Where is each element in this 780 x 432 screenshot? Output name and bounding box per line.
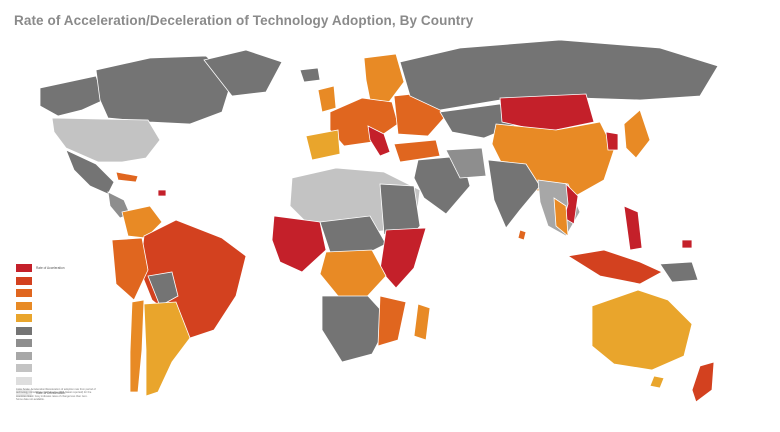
legend-item bbox=[16, 375, 76, 388]
region-japan bbox=[623, 109, 651, 159]
legend-label: Rate of Deceleration bbox=[36, 391, 66, 396]
legend-item bbox=[16, 287, 76, 300]
region-bolivia bbox=[147, 271, 179, 307]
region-mozambique bbox=[377, 295, 407, 347]
region-caribbean bbox=[157, 189, 167, 197]
region-philippines bbox=[623, 205, 643, 251]
legend-swatch bbox=[16, 376, 32, 385]
country-regions bbox=[39, 39, 719, 403]
region-argentina bbox=[143, 301, 191, 397]
region-turkey bbox=[393, 139, 441, 163]
region-iberia bbox=[305, 129, 341, 161]
region-mongolia bbox=[499, 93, 595, 133]
region-chile bbox=[129, 299, 145, 393]
footnote-lines: Color Scale: Acceleration/Deceleration o… bbox=[16, 388, 98, 402]
region-korea bbox=[605, 131, 619, 151]
region-madagascar bbox=[413, 303, 431, 341]
legend-items: Rate of Acceleration Rate of Deceleration bbox=[16, 262, 76, 400]
legend-swatch bbox=[16, 301, 32, 310]
region-alaska bbox=[39, 75, 105, 117]
region-tasmania bbox=[649, 375, 665, 389]
footnote-line: countries listed. Grey indicates rates o… bbox=[16, 394, 88, 398]
legend-item bbox=[16, 362, 76, 375]
region-russia bbox=[399, 39, 719, 111]
legend-swatch bbox=[16, 389, 32, 398]
region-colombia-venezuela bbox=[121, 205, 163, 239]
legend-swatch bbox=[16, 314, 32, 323]
region-western-europe bbox=[329, 97, 399, 147]
legend-item bbox=[16, 300, 76, 313]
legend-item bbox=[16, 312, 76, 325]
region-thailand bbox=[553, 197, 569, 237]
region-peru bbox=[111, 237, 149, 301]
legend-swatch bbox=[16, 289, 32, 298]
legend-swatch bbox=[16, 339, 32, 348]
legend-item bbox=[16, 337, 76, 350]
region-australia bbox=[591, 289, 693, 371]
region-uk bbox=[317, 85, 337, 113]
region-papua bbox=[659, 261, 699, 283]
color-legend: Rate of Acceleration Rate of Deceleration bbox=[16, 262, 76, 400]
region-cuba bbox=[115, 171, 139, 183]
region-southern-africa bbox=[321, 295, 391, 363]
legend-item: Rate of Acceleration bbox=[16, 262, 76, 275]
footnote: Color Scale: Acceleration/Deceleration o… bbox=[16, 388, 98, 402]
footnote-line: technology introduction (baseline) to 20… bbox=[16, 391, 92, 395]
legend-swatch bbox=[16, 364, 32, 373]
region-central-africa bbox=[319, 249, 387, 303]
legend-label: Rate of Acceleration bbox=[36, 266, 65, 271]
legend-swatch bbox=[16, 264, 32, 273]
map-title: Rate of Acceleration/Deceleration of Tec… bbox=[14, 13, 474, 28]
region-india bbox=[487, 159, 541, 229]
legend-item bbox=[16, 325, 76, 338]
legend-swatch bbox=[16, 276, 32, 285]
region-indonesia bbox=[566, 249, 663, 285]
legend-item bbox=[16, 350, 76, 363]
region-greenland bbox=[203, 49, 283, 97]
region-pacific-islands bbox=[681, 239, 693, 249]
legend-item bbox=[16, 275, 76, 288]
region-italy bbox=[367, 125, 391, 157]
footnote-line: Some data not available. bbox=[16, 398, 45, 402]
region-new-zealand bbox=[691, 361, 715, 403]
footnote-line: Color Scale: Acceleration/Deceleration o… bbox=[16, 388, 96, 391]
region-west-africa bbox=[271, 215, 327, 273]
legend-swatch bbox=[16, 326, 32, 335]
legend-swatch bbox=[16, 351, 32, 360]
region-usa bbox=[51, 117, 161, 163]
region-vietnam bbox=[563, 182, 579, 225]
legend-item: Rate of Deceleration bbox=[16, 387, 76, 400]
region-east-africa bbox=[379, 227, 427, 289]
region-iran bbox=[445, 147, 487, 179]
region-sri-lanka bbox=[517, 229, 527, 241]
region-iceland bbox=[299, 67, 321, 83]
region-canada bbox=[95, 55, 233, 125]
